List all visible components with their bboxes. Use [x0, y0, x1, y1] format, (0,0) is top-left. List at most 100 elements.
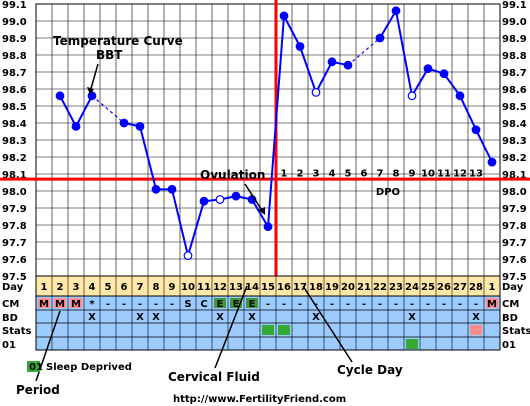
dpo-label: 4: [329, 168, 336, 179]
cm-value: M: [487, 299, 497, 310]
stats-marker: [262, 325, 274, 335]
bd-value: X: [248, 312, 256, 323]
day-label: 13: [229, 282, 243, 293]
dpo-label: 3: [313, 168, 320, 179]
ovulation-arrowhead: [258, 207, 265, 215]
menses-marker: [486, 298, 498, 308]
day-label: 24: [405, 282, 419, 293]
stats-row-label: Stats: [2, 326, 32, 337]
cm-value: C: [200, 299, 207, 310]
day-label: 20: [341, 282, 355, 293]
y-tick-label-left: 99.0: [2, 17, 27, 28]
cm-value: E: [249, 299, 256, 310]
y-tick-label-right: 97.7: [502, 238, 527, 249]
temperature-point: [391, 6, 401, 16]
day-label: 25: [421, 282, 435, 293]
cm-value: M: [55, 299, 65, 310]
day-label: 17: [293, 282, 307, 293]
dpo-label: 13: [469, 168, 483, 179]
ovulation-label: Ovulation: [200, 168, 265, 182]
cm-value: -: [410, 299, 414, 310]
temperature-point: [231, 191, 241, 201]
r01-row-label-right: 01: [502, 340, 516, 351]
day-label: 7: [137, 282, 144, 293]
cm-value: M: [39, 299, 49, 310]
bbt-arrow: [89, 63, 99, 93]
bd-value: X: [88, 312, 96, 323]
fertile-cm-marker: [214, 298, 226, 308]
y-tick-label-left: 97.7: [2, 238, 27, 249]
dpo-label: 9: [409, 168, 416, 179]
temperature-point: [487, 157, 497, 167]
y-tick-label-right: 97.5: [502, 272, 527, 283]
bbt-arrowhead: [87, 87, 94, 95]
stats-marker: [278, 325, 290, 335]
bd-value: X: [312, 312, 320, 323]
y-tick-label-left: 98.9: [2, 34, 27, 45]
cycle-day-label: Cycle Day: [337, 363, 403, 377]
menses-marker: [54, 298, 66, 308]
day-label: 18: [309, 282, 323, 293]
y-tick-label-right: 97.8: [502, 221, 527, 232]
y-tick-label-left: 97.5: [2, 272, 27, 283]
bd-value: X: [216, 312, 224, 323]
cm-value: -: [442, 299, 446, 310]
footer-url[interactable]: http://www.FertilityFriend.com: [173, 394, 346, 405]
temperature-line-segment: [283, 15, 301, 47]
cm-value: -: [362, 299, 366, 310]
temperature-point: [199, 196, 209, 206]
day-label: 2: [57, 282, 64, 293]
y-tick-label-right: 98.5: [502, 102, 527, 113]
temperature-point: [407, 91, 417, 101]
day-label: 12: [213, 282, 227, 293]
day-label: 1: [41, 282, 48, 293]
temperature-line-segment: [299, 46, 317, 93]
temperature-line-segment: [75, 95, 93, 127]
stats-marker-pink: [470, 325, 482, 335]
legend-badge-text: 01: [29, 362, 43, 373]
dpo-label: 12: [453, 168, 467, 179]
y-tick-label-left: 97.8: [2, 221, 27, 232]
cm-value: -: [330, 299, 334, 310]
bd-row-label: BD: [2, 313, 18, 324]
y-tick-label-left: 98.6: [2, 85, 27, 96]
cm-value: -: [154, 299, 158, 310]
day-label: 4: [89, 282, 96, 293]
temperature-point: [151, 184, 161, 194]
cm-value: -: [266, 299, 270, 310]
temperature-point: [343, 60, 353, 70]
temperature-point: [183, 251, 193, 261]
y-tick-label-right: 99.1: [502, 0, 527, 11]
temperature-point: [471, 125, 481, 135]
temperature-point: [135, 121, 145, 131]
day-label: 15: [261, 282, 275, 293]
day-label: 5: [105, 282, 112, 293]
temperature-point: [279, 11, 289, 21]
menses-marker: [38, 298, 50, 308]
bd-value: X: [472, 312, 480, 323]
cm-value: -: [106, 299, 110, 310]
temperature-line-segment: [443, 73, 461, 97]
legend-text: Sleep Deprived: [46, 362, 132, 373]
y-tick-label-left: 98.2: [2, 153, 27, 164]
y-tick-label-right: 98.0: [502, 187, 527, 198]
y-tick-label-left: 98.8: [2, 51, 27, 62]
temperature-line-segment: [411, 68, 429, 97]
temperature-line-segment: [459, 95, 477, 131]
y-tick-label-right: 98.2: [502, 153, 527, 164]
cm-value: -: [378, 299, 382, 310]
cm-value: S: [184, 299, 191, 310]
dpo-label: 7: [377, 168, 384, 179]
day-label: 26: [437, 282, 451, 293]
day-label: 23: [389, 282, 403, 293]
y-tick-label-right: 98.8: [502, 51, 527, 62]
y-tick-label-right: 98.9: [502, 34, 527, 45]
bd-value: X: [408, 312, 416, 323]
cm-value: -: [426, 299, 430, 310]
stats-row-label-right: Stats: [502, 326, 530, 337]
cm-value: -: [298, 299, 302, 310]
temperature-point: [295, 42, 305, 51]
dpo-label: 8: [393, 168, 400, 179]
temperature-line-segment: [347, 37, 381, 66]
